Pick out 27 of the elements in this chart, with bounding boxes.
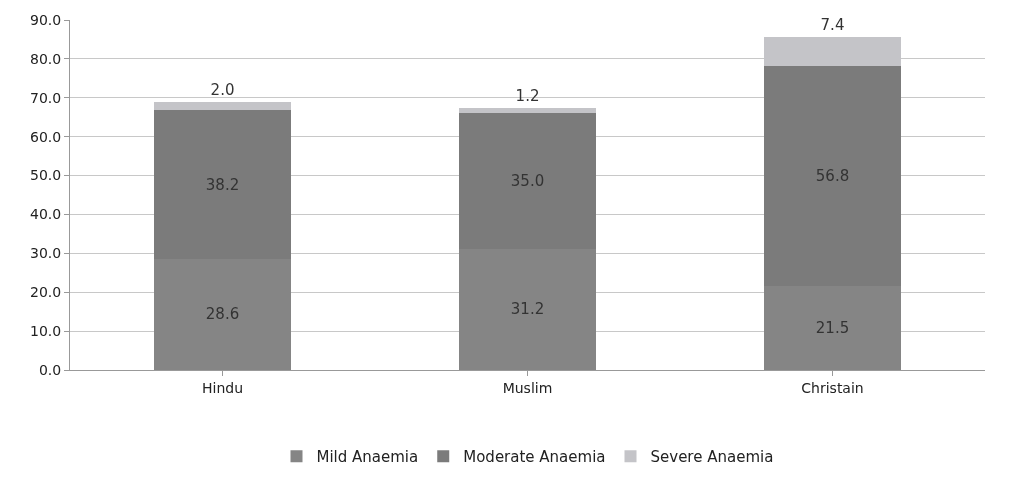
data-label: 31.2: [510, 300, 545, 319]
legend-label: Mild Anaemia: [316, 448, 419, 467]
y-tick-label: 30.0: [30, 245, 62, 262]
y-tick-label: 80.0: [30, 50, 62, 67]
y-tick-label: 50.0: [30, 167, 62, 184]
data-label: 56.8: [815, 166, 850, 185]
x-tick-label: Christain: [801, 379, 864, 396]
data-label: 21.5: [815, 319, 850, 338]
data-label: 2.0: [210, 81, 235, 100]
y-tick-label: 70.0: [30, 89, 62, 106]
data-label: 35.0: [510, 171, 545, 190]
bar: [458, 107, 597, 113]
data-label: 38.2: [205, 175, 240, 194]
y-tick-label: 10.0: [30, 323, 62, 340]
x-tick-label: Muslim: [502, 379, 553, 396]
data-label: 1.2: [515, 86, 540, 105]
y-tick-label: 90.0: [30, 11, 62, 28]
data-label: 7.4: [820, 15, 845, 34]
legend-label: Severe Anaemia: [650, 448, 774, 467]
y-tick-label: 20.0: [30, 284, 62, 301]
bar: [153, 102, 292, 111]
y-tick-label: 40.0: [30, 206, 62, 223]
y-tick-label: 0.0: [38, 361, 62, 378]
data-label: 28.6: [205, 305, 240, 324]
y-tick-label: 60.0: [30, 128, 62, 145]
legend-label: Moderate Anaemia: [463, 448, 606, 467]
x-tick-label: Hindu: [201, 379, 244, 396]
